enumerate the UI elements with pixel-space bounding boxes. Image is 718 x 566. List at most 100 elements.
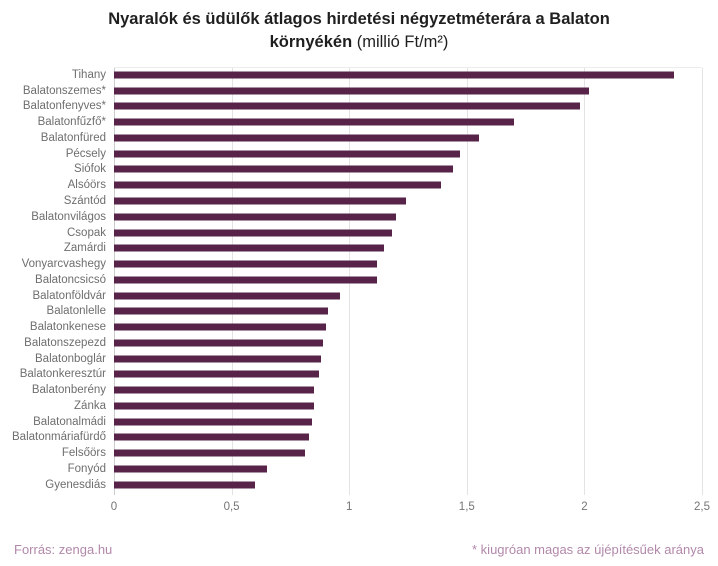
x-tick-label: 0,5: [223, 501, 240, 513]
x-tick-label: 1,5: [458, 501, 475, 513]
bar: [114, 465, 267, 473]
chart-row: Zamárdi: [0, 240, 718, 256]
chart-title-line2-bold: környékén: [269, 33, 353, 52]
bar-track: [114, 209, 702, 225]
bar-chart: Tihany Balatonszemes* Balatonfenyves* Balat…: [0, 67, 718, 495]
bar: [114, 150, 460, 158]
bar-track: [114, 335, 702, 351]
chart-row: Balatonboglár: [0, 351, 718, 367]
chart-row: Balatonberény: [0, 382, 718, 398]
footnote: * kiugróan magas az újépítésűek aránya: [472, 542, 704, 557]
bar-track: [114, 430, 702, 446]
bar: [114, 181, 441, 189]
chart-row: Csopak: [0, 225, 718, 241]
x-axis-ticks: 0 0,5 1 1,5 2 2,5: [111, 501, 710, 517]
bar: [114, 481, 256, 489]
category-label: Tihany: [71, 68, 106, 81]
bar-track: [114, 414, 702, 430]
bar-track: [114, 398, 702, 414]
bar: [114, 244, 385, 252]
gridline: [702, 68, 703, 495]
chart-row: Gyenesdiás: [0, 477, 718, 493]
bar: [114, 339, 324, 347]
chart-row: Fonyód: [0, 461, 718, 477]
category-label: Balatonvilágos: [31, 210, 106, 223]
category-label: Felsőörs: [61, 447, 106, 460]
bar-track: [114, 382, 702, 398]
chart-row: Balatonalmádi: [0, 414, 718, 430]
chart-row: Balatonfűzfő*: [0, 114, 718, 130]
bar: [114, 433, 310, 441]
category-label: Balatonlelle: [46, 305, 106, 318]
bar-track: [114, 256, 702, 272]
gridline: [466, 68, 468, 495]
category-label: Zánka: [74, 399, 106, 412]
bar: [114, 260, 378, 268]
chart-title-line2: környékén (millió Ft/m²): [0, 31, 718, 54]
x-tick-label: 2,5: [694, 501, 710, 513]
bar-track: [114, 288, 702, 304]
chart-row: Balatonfenyves*: [0, 99, 718, 115]
category-label: Balatonfűzfő*: [37, 116, 106, 129]
bar: [114, 418, 312, 426]
bar: [114, 292, 340, 300]
bar: [114, 71, 674, 79]
bar-track: [114, 162, 702, 178]
chart-row: Balatonszemes*: [0, 83, 718, 99]
category-label: Vonyarcvashegy: [21, 258, 106, 271]
category-label: Balatoncsicsó: [35, 273, 106, 286]
bar: [114, 323, 326, 331]
chart-row: Balatoncsicsó: [0, 272, 718, 288]
chart-title-unit: (millió Ft/m²): [352, 33, 449, 52]
bar-track: [114, 99, 702, 115]
bar-track: [114, 303, 702, 319]
bar-track: [114, 272, 702, 288]
chart-row: Balatonfüred: [0, 130, 718, 146]
chart-row: Tihany: [0, 67, 718, 83]
bar: [114, 402, 314, 410]
x-tick-label: 1: [345, 501, 353, 513]
category-label: Szántód: [63, 195, 106, 207]
bar: [114, 102, 580, 110]
category-label: Zamárdi: [63, 242, 106, 255]
bar-track: [114, 351, 702, 367]
bar-track: [114, 367, 702, 383]
chart-row: Balatonkeresztúr: [0, 367, 718, 383]
bar: [114, 307, 329, 315]
bar: [114, 87, 590, 95]
bar-track: [114, 177, 702, 193]
bar: [114, 386, 314, 394]
source-credit: Forrás: zenga.hu: [14, 542, 113, 557]
chart-row: Balatonföldvár: [0, 288, 718, 304]
bar-track: [114, 445, 702, 461]
chart-row: Zánka: [0, 398, 718, 414]
category-label: Csopak: [67, 226, 106, 239]
bar-track: [114, 319, 702, 335]
chart-title: Nyaralók és üdülők átlagos hirdetési nég…: [0, 8, 718, 55]
chart-title-line1: Nyaralók és üdülők átlagos hirdetési nég…: [108, 10, 610, 28]
category-label: Balatonboglár: [35, 352, 106, 365]
bar-track: [114, 225, 702, 241]
category-label: Balatonfenyves*: [22, 100, 106, 113]
category-label: Balatonkeresztúr: [19, 368, 106, 381]
x-tick-label: 2: [581, 501, 588, 513]
chart-row: Alsóörs: [0, 177, 718, 193]
category-label: Fonyód: [67, 463, 106, 476]
category-label: Balatonszepezd: [24, 336, 106, 349]
category-label: Balatonberény: [31, 384, 106, 397]
bar-track: [114, 240, 702, 256]
bar-track: [114, 193, 702, 209]
chart-row: Balatonlelle: [0, 303, 718, 319]
category-label: Balatonmáriafürdő: [12, 431, 106, 444]
category-label: Siófok: [74, 163, 106, 176]
chart-row: Szántód: [0, 193, 718, 209]
bar: [114, 197, 406, 205]
category-label: Balatonföldvár: [32, 289, 106, 302]
bar: [114, 370, 319, 378]
category-label: Balatonszemes*: [22, 84, 106, 97]
bar: [114, 276, 378, 284]
bar: [114, 118, 514, 126]
bar-track: [114, 83, 702, 99]
bar-track: [114, 146, 702, 162]
